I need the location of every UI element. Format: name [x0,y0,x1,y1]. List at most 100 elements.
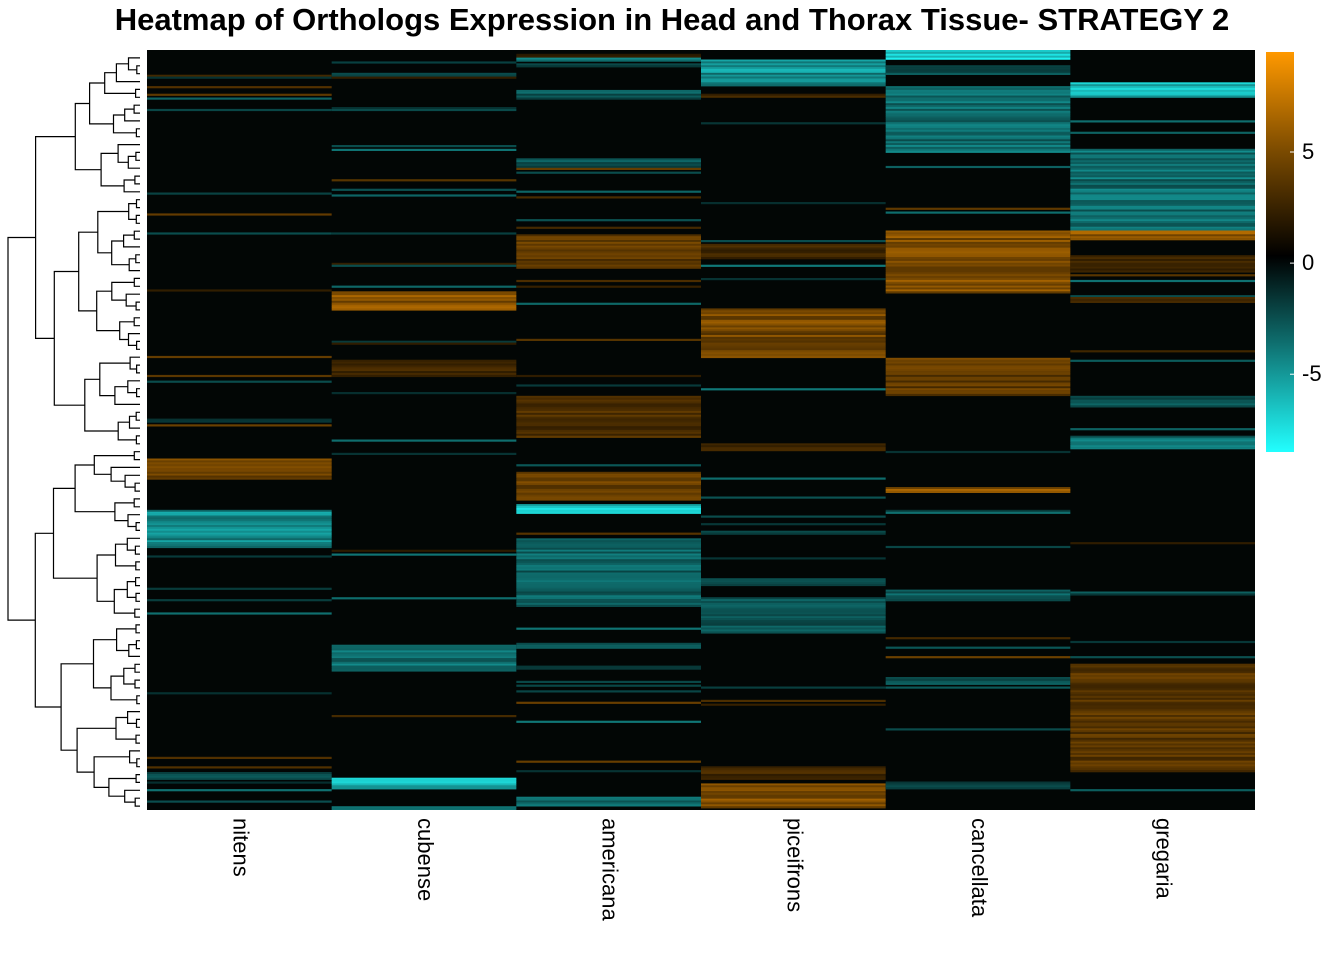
heatmap-cell [885,289,1071,292]
heatmap-cell [331,648,517,651]
heatmap-cell [701,532,886,535]
heatmap-cell [516,583,701,587]
heatmap-cell [331,787,517,790]
heatmap-cell [516,544,701,547]
heatmap-cell [885,112,1071,115]
heatmap-cell [516,407,701,410]
heatmap-cell [885,646,1071,649]
heatmap-cell [1070,120,1255,123]
heatmap-cell [885,234,1071,237]
heatmap-cell [147,460,332,463]
heatmap-cell [701,310,886,313]
heatmap-cell [516,597,701,600]
heatmap-cell [885,129,1071,132]
column-label-piceifrons: piceifrons [782,818,808,913]
heatmap-cell [701,249,886,252]
heatmap-cell [701,321,886,324]
heatmap-cell [1070,656,1255,659]
heatmap-cell [701,496,886,499]
heatmap-cell [701,627,886,630]
heatmap-cell [331,363,517,366]
heatmap-cell [701,606,886,609]
heatmap-cell [1070,298,1255,302]
heatmap-cell [516,238,701,241]
heatmap-cell [1070,720,1255,723]
heatmap-cell [331,654,517,657]
heatmap-cell [516,234,701,237]
color-legend-bar [1266,52,1294,452]
heatmap-cell [885,139,1071,142]
heatmap-cell [1070,397,1255,400]
heatmap-cell [516,504,701,507]
heatmap-cell [1070,443,1255,446]
heatmap-cell [516,481,701,484]
heatmap-cell [1070,88,1255,91]
heatmap-cell [516,255,701,258]
heatmap-cell [701,243,886,246]
heatmap-cell [885,259,1071,262]
heatmap-cell [885,95,1071,98]
heatmap-cell [1070,217,1255,220]
heatmap-cell [885,93,1071,96]
heatmap-cell [147,766,332,769]
heatmap-cell [1070,735,1255,739]
heatmap-cell [701,578,886,581]
heatmap-cell [1070,737,1255,740]
heatmap-cell [331,650,517,653]
heatmap-cell [885,65,1071,68]
heatmap-cell [516,97,701,100]
heatmap-cell [147,521,332,524]
heatmap-cell [516,585,701,588]
heatmap-cell [1070,205,1255,208]
heatmap-cell [331,652,517,655]
heatmap-cell [1070,224,1255,227]
heatmap-cell [1070,753,1255,756]
heatmap-cell [1070,754,1255,758]
heatmap-cell [147,232,332,235]
heatmap-cell [885,127,1071,131]
heatmap-cell [516,557,701,560]
heatmap-cell [1070,209,1255,212]
column-label-nitens: nitens [228,818,254,877]
heatmap-cell [701,445,886,448]
heatmap-cell [147,538,332,541]
heatmap-cell [885,380,1071,383]
heatmap-cell [147,540,332,543]
heatmap-cell [1070,688,1255,691]
heatmap-cell [147,775,332,778]
heatmap-cell [516,435,701,438]
heatmap-cell [1070,395,1255,398]
heatmap-cell [1070,726,1255,729]
heatmap-cell [701,65,886,68]
heatmap-cell [1070,692,1255,695]
heatmap-column-gregaria [1070,82,1255,792]
heatmap-cell [701,789,886,792]
heatmap-cell [701,620,886,623]
heatmap-cell [331,667,517,670]
heatmap-cell [701,616,886,619]
heatmap-cell [885,281,1071,284]
heatmap-cell [885,67,1071,70]
heatmap-cell [885,249,1071,252]
heatmap-cell [516,540,701,543]
heatmap-cell [331,781,517,784]
heatmap-cell [516,582,701,585]
heatmap-cell [1070,399,1255,402]
chart-title: Heatmap of Orthologs Expression in Head … [114,2,1230,37]
heatmap-cell [1070,359,1255,362]
heatmap-cell [331,665,517,668]
heatmap-cell [1070,741,1255,744]
heatmap-cell [885,682,1071,685]
heatmap-cell [331,145,517,148]
heatmap-cell [885,148,1071,151]
heatmap-cell [1070,219,1255,222]
heatmap-cell [147,756,332,759]
heatmap-cell [1070,709,1255,712]
heatmap-cell [1070,131,1255,134]
heatmap-cell [331,439,517,442]
heatmap-cell [147,526,332,530]
heatmap-cell [885,137,1071,140]
heatmap-cell [516,646,701,649]
heatmap-cell [516,563,701,566]
heatmap-cell [701,76,886,79]
